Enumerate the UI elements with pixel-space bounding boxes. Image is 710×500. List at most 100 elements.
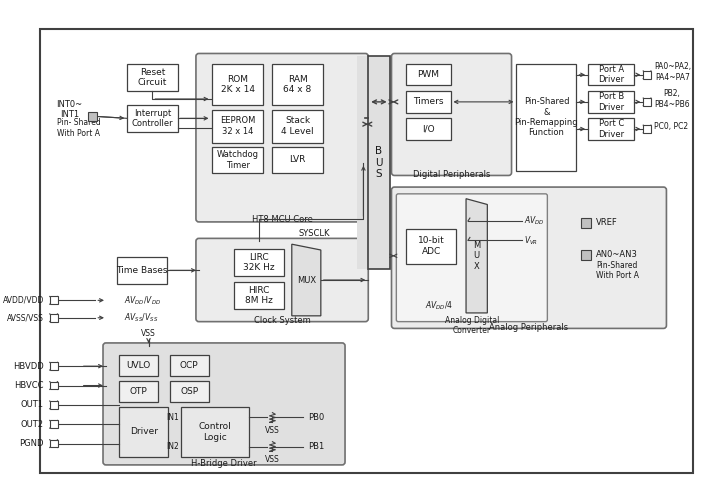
Text: LVR: LVR [290,156,306,164]
Bar [588,64,635,86]
Bar [50,382,58,390]
Bar [516,64,577,170]
Bar [170,354,209,376]
Text: IN1: IN1 [165,413,178,422]
Text: AN0~AN3: AN0~AN3 [596,250,638,260]
Text: PGND: PGND [19,439,44,448]
Text: OSP: OSP [180,387,198,396]
Text: Port B
Driver: Port B Driver [599,92,624,112]
Text: IN2: IN2 [165,442,178,451]
Bar [234,249,284,276]
Text: I/O: I/O [422,124,435,134]
Bar [273,64,323,105]
Bar [643,71,651,78]
Text: $AV_{DD}$: $AV_{DD}$ [524,214,545,227]
FancyBboxPatch shape [396,194,547,322]
Text: PB1: PB1 [308,442,324,451]
Text: EEPROM
32 x 14: EEPROM 32 x 14 [220,116,256,136]
Text: Stack
4 Level: Stack 4 Level [281,116,314,136]
Bar [50,401,58,409]
Text: VSS: VSS [265,454,280,464]
Bar [182,407,249,457]
Text: HT8 MCU Core: HT8 MCU Core [251,215,312,224]
Text: VSS: VSS [265,426,280,434]
Text: Interrupt
Controller: Interrupt Controller [131,108,173,128]
Text: Pin- Shared
With Port A: Pin- Shared With Port A [57,118,100,138]
Bar [119,380,158,402]
Text: Pin-Shared
With Port A: Pin-Shared With Port A [596,260,639,280]
Text: Clock System: Clock System [253,316,310,325]
Text: OCP: OCP [180,360,199,370]
Bar [88,112,97,121]
Text: PB0: PB0 [308,413,324,422]
Text: Timers: Timers [413,98,444,106]
Text: $V_{VR}$: $V_{VR}$ [524,234,538,246]
Text: $AV_{DD}/4$: $AV_{DD}/4$ [425,300,453,312]
Text: 10-bit
ADC: 10-bit ADC [417,236,444,256]
Text: HBVDD: HBVDD [13,362,44,370]
Text: $AV_{DD}/V_{DD}$: $AV_{DD}/V_{DD}$ [124,294,161,306]
Bar [356,56,368,270]
Text: M
U
X: M U X [473,241,481,270]
Text: OTP: OTP [130,387,148,396]
Text: Reset
Circuit: Reset Circuit [138,68,167,87]
Bar [212,110,263,142]
FancyBboxPatch shape [196,54,368,222]
Text: Pin-Shared
&
Pin-Remapping
Function: Pin-Shared & Pin-Remapping Function [515,98,578,138]
Bar [406,228,457,264]
Text: ROM
2K x 14: ROM 2K x 14 [221,75,255,94]
FancyBboxPatch shape [391,54,511,176]
Bar [234,282,284,309]
Text: HIRC
8M Hz: HIRC 8M Hz [245,286,273,305]
Text: Port A
Driver: Port A Driver [599,65,624,84]
Text: LIRC
32K Hz: LIRC 32K Hz [243,253,275,272]
Text: PC0, PC2: PC0, PC2 [654,122,688,130]
Text: AVDD/VDD: AVDD/VDD [3,296,44,305]
Text: VSS: VSS [141,329,156,338]
Bar [50,362,58,370]
Text: Control
Logic: Control Logic [199,422,231,442]
Bar [170,380,209,402]
Bar [406,118,451,140]
Bar [127,105,178,132]
Bar [212,148,263,172]
Bar [588,118,635,140]
FancyBboxPatch shape [103,343,345,465]
Bar [643,125,651,133]
Text: H-Bridge Driver: H-Bridge Driver [191,459,257,468]
Text: HBVCC: HBVCC [14,381,44,390]
Bar [643,98,651,106]
Text: PWM: PWM [417,70,439,80]
Bar [119,407,168,457]
Polygon shape [466,198,487,313]
Text: UVLO: UVLO [126,360,151,370]
Text: INT0~
INT1: INT0~ INT1 [57,100,82,119]
FancyBboxPatch shape [196,238,368,322]
Bar [50,440,58,448]
Text: B
U
S: B U S [375,146,383,180]
Bar [406,91,451,112]
Text: Watchdog
Timer: Watchdog Timer [217,150,258,170]
Bar [581,218,591,228]
Bar [50,420,58,428]
Text: PA0~PA2,
PA4~PA7: PA0~PA2, PA4~PA7 [654,62,691,82]
Bar [273,110,323,142]
Text: RAM
64 x 8: RAM 64 x 8 [283,75,312,94]
Bar [368,56,390,270]
Text: SYSCLK: SYSCLK [299,229,330,238]
Bar [581,250,591,260]
Text: $AV_{SS}/V_{SS}$: $AV_{SS}/V_{SS}$ [124,312,158,324]
Text: VREF: VREF [596,218,618,228]
Bar [406,64,451,86]
Bar [212,64,263,105]
Bar [50,296,58,304]
Bar [119,354,158,376]
Bar [588,91,635,112]
Bar [273,148,323,172]
Text: Analog Peripherals: Analog Peripherals [489,322,569,332]
Polygon shape [292,244,321,316]
Text: Time Bases: Time Bases [116,266,168,275]
Text: OUT1: OUT1 [21,400,44,409]
Bar [127,64,178,91]
Text: Digital Peripherals: Digital Peripherals [413,170,490,178]
